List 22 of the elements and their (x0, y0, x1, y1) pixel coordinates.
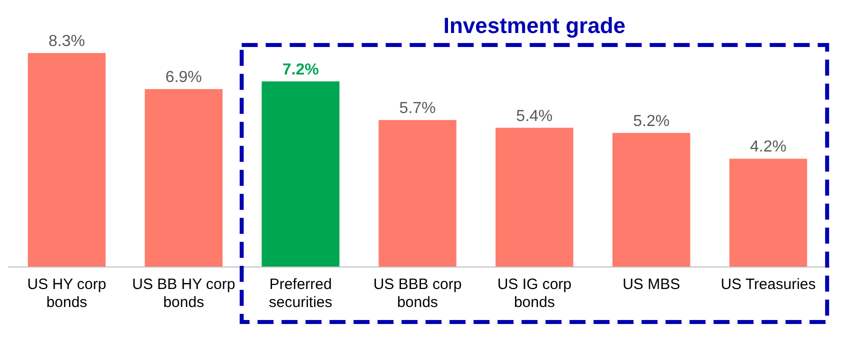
bar (262, 81, 340, 267)
data-label: 8.3% (48, 33, 85, 50)
data-label: 7.2% (282, 61, 319, 78)
data-label: 5.2% (633, 112, 670, 130)
bar (28, 53, 106, 267)
x-tick-label: US MBS (622, 276, 680, 293)
x-tick-label: US BB HY corp bonds (132, 276, 236, 311)
data-label: 5.4% (516, 108, 553, 125)
x-tick-label: US BBB corp bonds (373, 276, 462, 311)
data-label: 5.7% (399, 100, 436, 118)
bar (378, 120, 456, 267)
bar (612, 132, 690, 267)
x-tick-label: Preferred securities (268, 276, 332, 311)
data-label: 6.9% (165, 69, 202, 86)
data-label: 4.2% (750, 138, 786, 156)
text: Investment grade (443, 13, 626, 38)
x-tick-label: US HY corp bonds (27, 276, 106, 311)
bar (144, 89, 223, 267)
bar (496, 128, 574, 267)
bar (729, 158, 808, 267)
x-tick-label: US IG corp bonds (497, 276, 572, 311)
x-tick-label: US Treasuries (720, 276, 816, 293)
